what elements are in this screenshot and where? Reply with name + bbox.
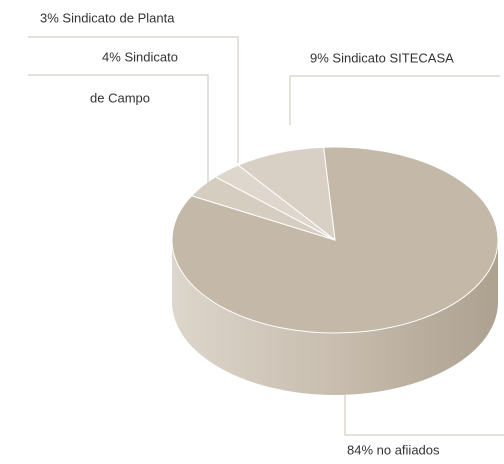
slice-label: 4% Sindicato bbox=[102, 49, 178, 64]
slice-label: de Campo bbox=[90, 90, 150, 105]
leader-line bbox=[344, 395, 504, 436]
pie-slice bbox=[237, 146, 336, 242]
slice-label: 9% Sindicato SITECASA bbox=[310, 50, 454, 65]
slice-label: 84% no afiiados bbox=[347, 442, 440, 457]
slice-label: 3% Sindicato de Planta bbox=[40, 10, 175, 25]
leader-line bbox=[28, 74, 209, 183]
leader-line bbox=[289, 75, 500, 125]
leader-line bbox=[28, 36, 239, 163]
